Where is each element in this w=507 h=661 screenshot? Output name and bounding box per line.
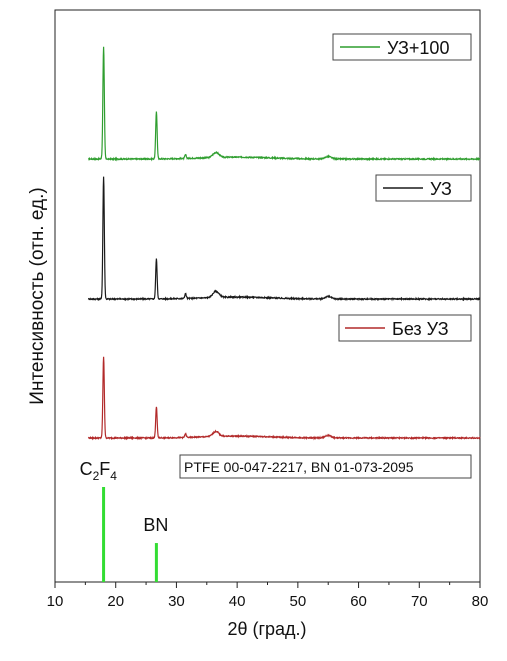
y-axis-title: Интенсивность (отн. ед.)	[27, 187, 48, 404]
reference-legend: PTFE 00-047-2217, BN 01-073-2095	[179, 454, 472, 479]
x-tick-label-50: 50	[290, 593, 307, 610]
plot-frame	[54, 9, 481, 583]
x-tick-label-40: 40	[229, 593, 246, 610]
legend-bez-uz: Без УЗ	[338, 314, 472, 342]
x-tick-label-60: 60	[350, 593, 367, 610]
series-line-bez-uz	[87, 356, 481, 441]
legend-label-bez-uz: Без УЗ	[392, 319, 449, 339]
x-tick-label-30: 30	[168, 593, 185, 610]
x-axis-title: 2θ (град.)	[227, 619, 306, 639]
c2f4-f: F	[99, 459, 110, 479]
x-tick-label-10: 10	[47, 593, 64, 610]
c2f4-c: C	[80, 459, 93, 479]
legend-box	[332, 33, 472, 61]
x-tick-label-70: 70	[411, 593, 428, 610]
x-tick-label-20: 20	[107, 593, 124, 610]
legend-label-uz100: УЗ+100	[387, 38, 449, 58]
c2f4-sub1: 2	[93, 469, 100, 483]
legend-label-uz: УЗ	[430, 179, 452, 199]
reference-label-bn: BN	[143, 515, 168, 535]
c2f4-sub2: 4	[110, 469, 117, 483]
x-tick-label-80: 80	[472, 593, 489, 610]
reference-label: PTFE 00-047-2217, BN 01-073-2095	[184, 459, 414, 475]
legend-uz100: УЗ+100	[332, 33, 472, 61]
reference-label-c2f4: C2F4	[80, 459, 118, 483]
series-line-uz	[87, 176, 481, 302]
series-line-uz100	[88, 46, 481, 162]
legend-uz: УЗ	[375, 174, 472, 202]
reference-box	[179, 454, 472, 479]
x-axis-ticks: 10 20 30 40 50 60 70 80	[47, 582, 489, 610]
